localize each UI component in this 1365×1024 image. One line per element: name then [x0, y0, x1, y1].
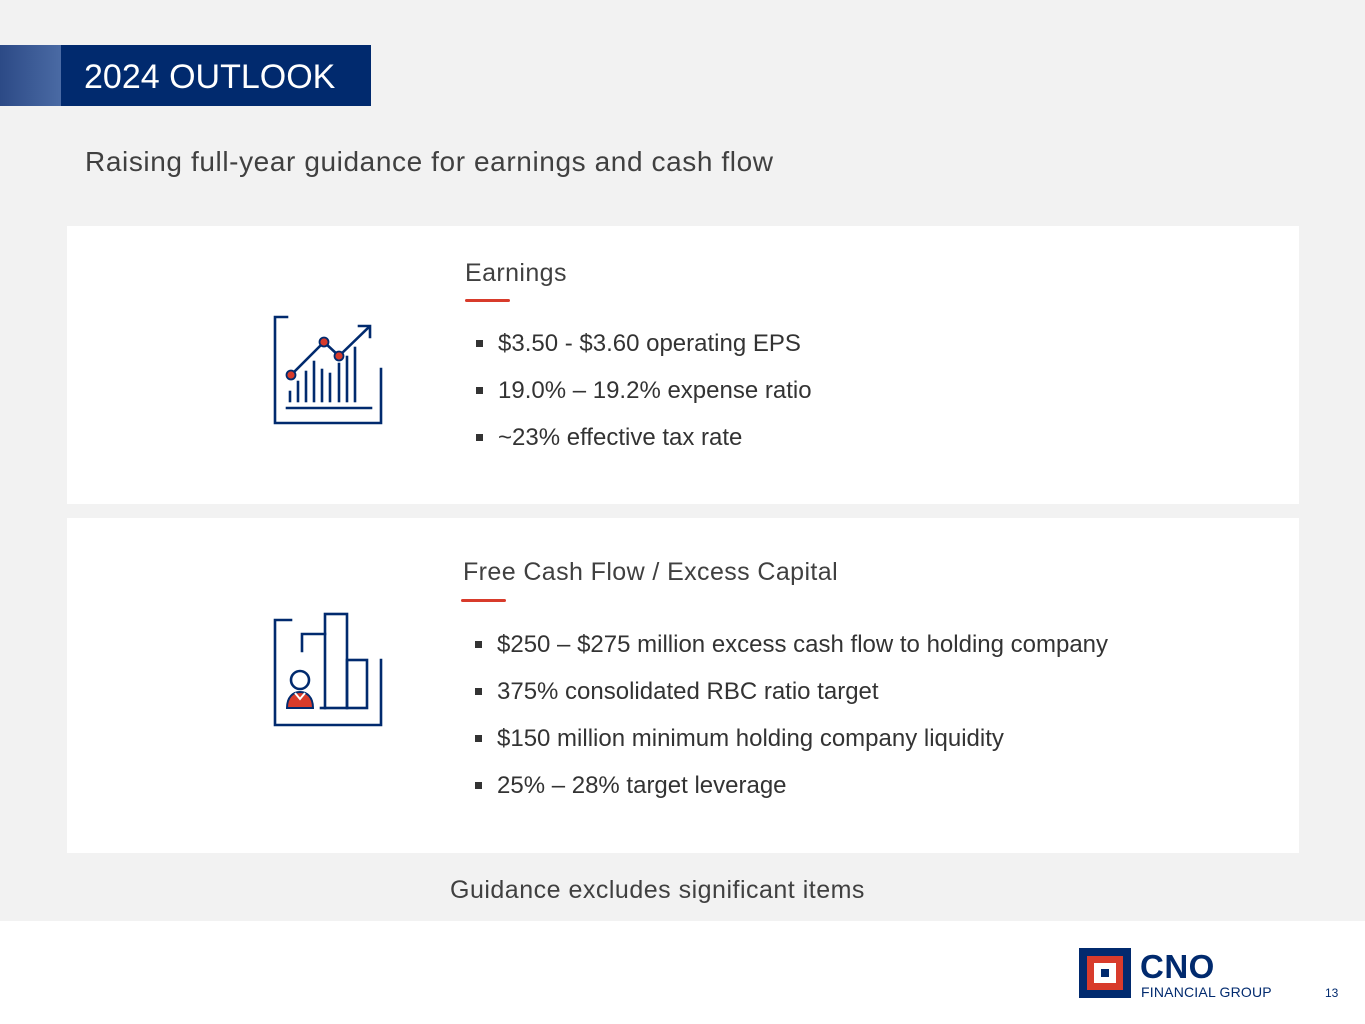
earnings-bullet-list: $3.50 - $3.60 operating EPS 19.0% – 19.2… — [474, 330, 812, 471]
footnote: Guidance excludes significant items — [450, 876, 865, 904]
section-underline — [465, 299, 510, 302]
list-item: 375% consolidated RBC ratio target — [473, 678, 1108, 725]
cno-logo-mark — [1079, 948, 1131, 998]
title-accent-bar — [0, 45, 61, 106]
cno-logo: CNO FINANCIAL GROUP — [1079, 948, 1272, 1003]
free-cash-flow-card: Free Cash Flow / Excess Capital $250 – $… — [67, 518, 1299, 853]
page-number: 13 — [1325, 986, 1339, 1000]
earnings-card: Earnings $3.50 - $3.60 operating EPS 19.… — [67, 226, 1299, 504]
logo-subtitle: FINANCIAL GROUP — [1141, 984, 1272, 1000]
section-underline — [461, 599, 506, 602]
list-item: ~23% effective tax rate — [474, 424, 812, 471]
logo-wordmark: CNO — [1140, 948, 1215, 985]
list-item: $150 million minimum holding company liq… — [473, 725, 1108, 772]
person-bar-chart-icon — [273, 611, 385, 734]
page-subtitle: Raising full-year guidance for earnings … — [85, 146, 774, 177]
section-title-earnings: Earnings — [465, 259, 567, 287]
list-item: 19.0% – 19.2% expense ratio — [474, 377, 812, 424]
section-title-free-cash-flow: Free Cash Flow / Excess Capital — [463, 558, 839, 586]
list-item: 25% – 28% target leverage — [473, 772, 1108, 819]
title-banner: 2024 OUTLOOK — [61, 45, 371, 106]
page-title: 2024 OUTLOOK — [84, 58, 336, 96]
list-item: $250 – $275 million excess cash flow to … — [473, 631, 1108, 678]
list-item: $3.50 - $3.60 operating EPS — [474, 330, 812, 377]
line-bar-chart-icon — [273, 315, 385, 432]
free-cash-flow-bullet-list: $250 – $275 million excess cash flow to … — [473, 631, 1108, 819]
